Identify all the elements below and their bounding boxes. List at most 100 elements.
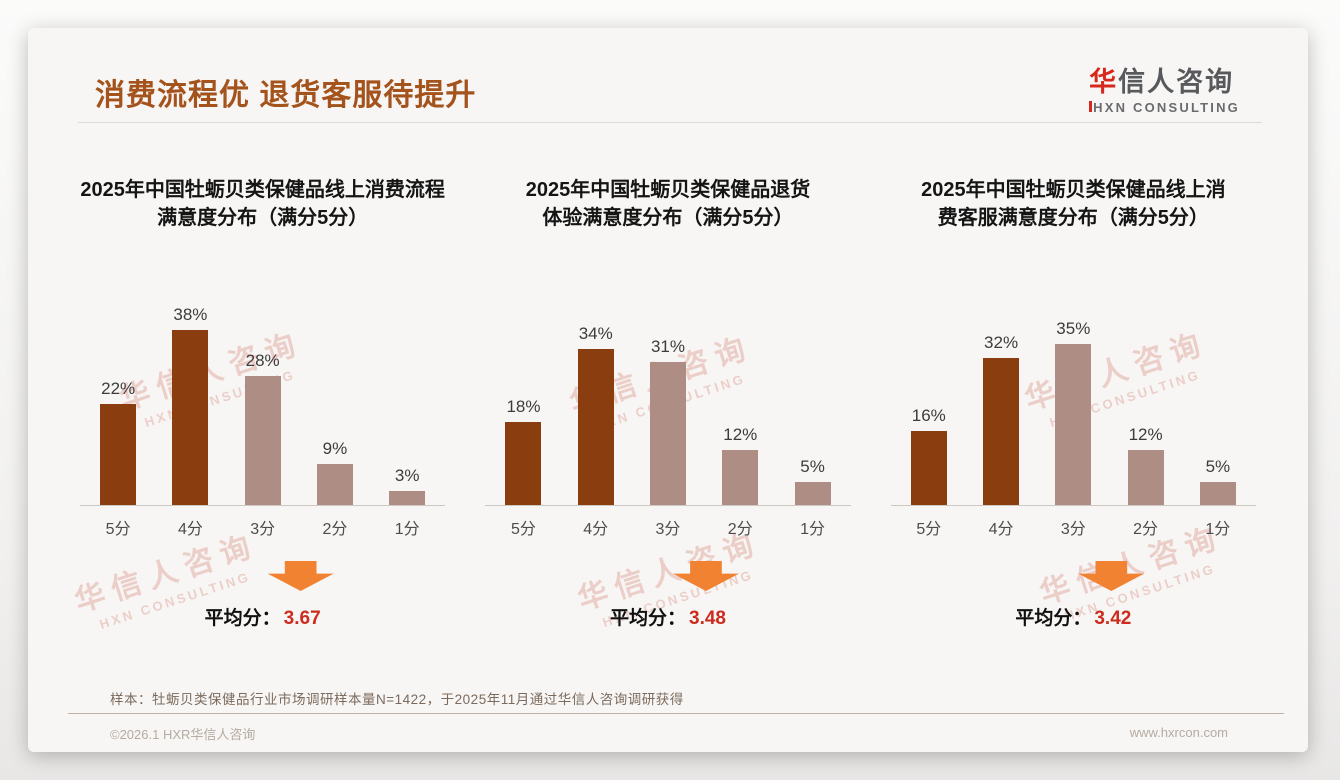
bar-value-label: 18% bbox=[506, 397, 541, 416]
x-axis-label: 4分 bbox=[988, 521, 1014, 538]
chart-title: 2025年中国牡蛎贝类保健品线上消费流程 满意度分布（满分5分） bbox=[80, 176, 445, 242]
chart-title-line1: 2025年中国牡蛎贝类保健品线上消 bbox=[921, 179, 1226, 201]
x-axis-label: 5分 bbox=[105, 521, 131, 538]
bar bbox=[505, 422, 542, 505]
chart-title: 2025年中国牡蛎贝类保健品退货 体验满意度分布（满分5分） bbox=[485, 176, 850, 242]
bar bbox=[794, 482, 831, 505]
chart-title-line2: 体验满意度分布（满分5分） bbox=[542, 207, 794, 229]
chart-title: 2025年中国牡蛎贝类保健品线上消 费客服满意度分布（满分5分） bbox=[891, 176, 1256, 242]
bar-plot: 22% 38% 28% 9% 3% bbox=[80, 266, 446, 506]
footer-copyright: ©2026.1 HXR华信人咨询 bbox=[110, 727, 256, 742]
average-value: 3.67 bbox=[283, 608, 321, 629]
bar bbox=[722, 450, 759, 505]
bar-value-label: 16% bbox=[911, 406, 946, 425]
x-axis-label: 2分 bbox=[322, 521, 348, 538]
bar-plot: 16% 32% 35% 12% 5% bbox=[890, 266, 1256, 506]
bar-group: 12% bbox=[704, 425, 776, 505]
chart-column: 2025年中国牡蛎贝类保健品退货 体验满意度分布（满分5分） 18% 34% 31% 1… bbox=[485, 176, 851, 630]
bar bbox=[316, 464, 353, 505]
bar-group: 9% bbox=[299, 439, 371, 505]
bar-group: 22% bbox=[82, 379, 154, 505]
x-axis-label: 3分 bbox=[250, 521, 276, 538]
bar-value-label: 22% bbox=[101, 379, 136, 398]
x-axis-labels: 5分 4分 3分 2分 1分 bbox=[485, 515, 850, 539]
x-axis-label: 3分 bbox=[655, 521, 681, 538]
company-logo: 华信人咨询 HXN CONSULTING bbox=[1089, 60, 1240, 115]
bar-group: 31% bbox=[632, 337, 704, 505]
bar-value-label: 12% bbox=[723, 425, 758, 444]
logo-text-en: HXN CONSULTING bbox=[1089, 100, 1240, 115]
charts-row: 2025年中国牡蛎贝类保健品线上消费流程 满意度分布（满分5分） 22% 38% 28… bbox=[68, 176, 1268, 630]
bar-group: 16% bbox=[893, 406, 965, 505]
bar-value-label: 38% bbox=[173, 305, 208, 324]
bar-value-label: 3% bbox=[394, 466, 420, 485]
bar-value-label: 12% bbox=[1128, 425, 1163, 444]
bar-group: 38% bbox=[154, 305, 226, 505]
x-axis-label: 4分 bbox=[583, 521, 609, 538]
chart-title-line2: 费客服满意度分布（满分5分） bbox=[937, 207, 1209, 229]
bar-group: 35% bbox=[1037, 319, 1109, 505]
logo-char-red: 华 bbox=[1089, 67, 1119, 97]
bar-value-label: 31% bbox=[650, 337, 685, 356]
x-axis-label: 2分 bbox=[727, 521, 753, 538]
average-value: 3.42 bbox=[1094, 608, 1132, 629]
x-axis-labels: 5分 4分 3分 2分 1分 bbox=[891, 515, 1256, 539]
x-axis-label: 1分 bbox=[800, 521, 825, 538]
bar bbox=[100, 404, 137, 505]
x-axis-label: 1分 bbox=[1205, 521, 1231, 538]
average-text: 平均分： 3.67 bbox=[205, 603, 321, 630]
bar-value-label: 5% bbox=[800, 457, 825, 476]
average-label: 平均分： bbox=[1015, 608, 1092, 629]
x-axis-label: 5分 bbox=[916, 521, 942, 538]
bar-value-label: 34% bbox=[578, 324, 613, 343]
bar-group: 3% bbox=[371, 466, 443, 505]
bar-group: 32% bbox=[965, 333, 1037, 505]
average-row: 平均分： 3.67 bbox=[80, 561, 445, 630]
average-label: 平均分： bbox=[204, 608, 281, 629]
average-row: 平均分： 3.42 bbox=[891, 561, 1256, 630]
bar bbox=[244, 376, 281, 505]
down-arrow-icon bbox=[267, 561, 334, 591]
chart-column: 2025年中国牡蛎贝类保健品线上消费流程 满意度分布（满分5分） 22% 38% 28… bbox=[80, 176, 446, 630]
footer-website: www.hxrcon.com bbox=[1129, 725, 1228, 740]
chart-title-line2: 满意度分布（满分5分） bbox=[157, 207, 369, 229]
bar-group: 5% bbox=[776, 457, 848, 505]
x-axis-label: 5分 bbox=[511, 521, 536, 538]
bar-group: 12% bbox=[1109, 425, 1181, 505]
page-title: 消费流程优 退货客服待提升 bbox=[95, 79, 477, 112]
average-value: 3.48 bbox=[689, 608, 726, 629]
sample-footnote: 样本：牡蛎贝类保健品行业市场调研样本量N=1422，于2025年11月通过华信人… bbox=[110, 692, 684, 707]
bar bbox=[1199, 482, 1236, 505]
logo-text-cn: 华信人咨询 bbox=[1089, 60, 1240, 99]
bar bbox=[910, 431, 947, 505]
x-axis-labels: 5分 4分 3分 2分 1分 bbox=[80, 515, 445, 539]
average-row: 平均分： 3.48 bbox=[485, 561, 850, 630]
slide-card: 消费流程优 退货客服待提升 华信人咨询 HXN CONSULTING 华信人咨询… bbox=[28, 28, 1308, 752]
bar bbox=[1055, 344, 1092, 505]
footer-divider bbox=[68, 713, 1284, 714]
x-axis-label: 1分 bbox=[394, 521, 420, 538]
chart-title-line1: 2025年中国牡蛎贝类保健品线上消费流程 bbox=[80, 179, 445, 201]
down-arrow-icon bbox=[1078, 561, 1145, 591]
bar-value-label: 35% bbox=[1056, 319, 1091, 338]
average-label: 平均分： bbox=[609, 608, 686, 629]
bar-value-label: 32% bbox=[984, 333, 1019, 352]
bar-group: 28% bbox=[227, 351, 299, 505]
bar-group: 34% bbox=[560, 324, 632, 505]
bar bbox=[577, 349, 614, 505]
x-axis-label: 4分 bbox=[177, 521, 203, 538]
logo-accent-icon bbox=[1089, 101, 1093, 112]
chart-column: 2025年中国牡蛎贝类保健品线上消 费客服满意度分布（满分5分） 16% 32% 35… bbox=[890, 176, 1256, 630]
bar bbox=[172, 330, 209, 505]
bar-group: 5% bbox=[1182, 457, 1254, 505]
x-axis-label: 3分 bbox=[1060, 521, 1086, 538]
bar-group: 18% bbox=[487, 397, 559, 505]
chart-title-line1: 2025年中国牡蛎贝类保健品退货 bbox=[525, 179, 811, 201]
average-text: 平均分： 3.42 bbox=[1015, 603, 1131, 630]
bar bbox=[983, 358, 1020, 505]
bar-plot: 18% 34% 31% 12% 5% bbox=[485, 266, 851, 506]
header-divider bbox=[78, 122, 1262, 123]
logo-chars-gray: 信人咨询 bbox=[1118, 67, 1235, 97]
average-text: 平均分： 3.48 bbox=[610, 603, 726, 630]
bar bbox=[649, 362, 686, 505]
